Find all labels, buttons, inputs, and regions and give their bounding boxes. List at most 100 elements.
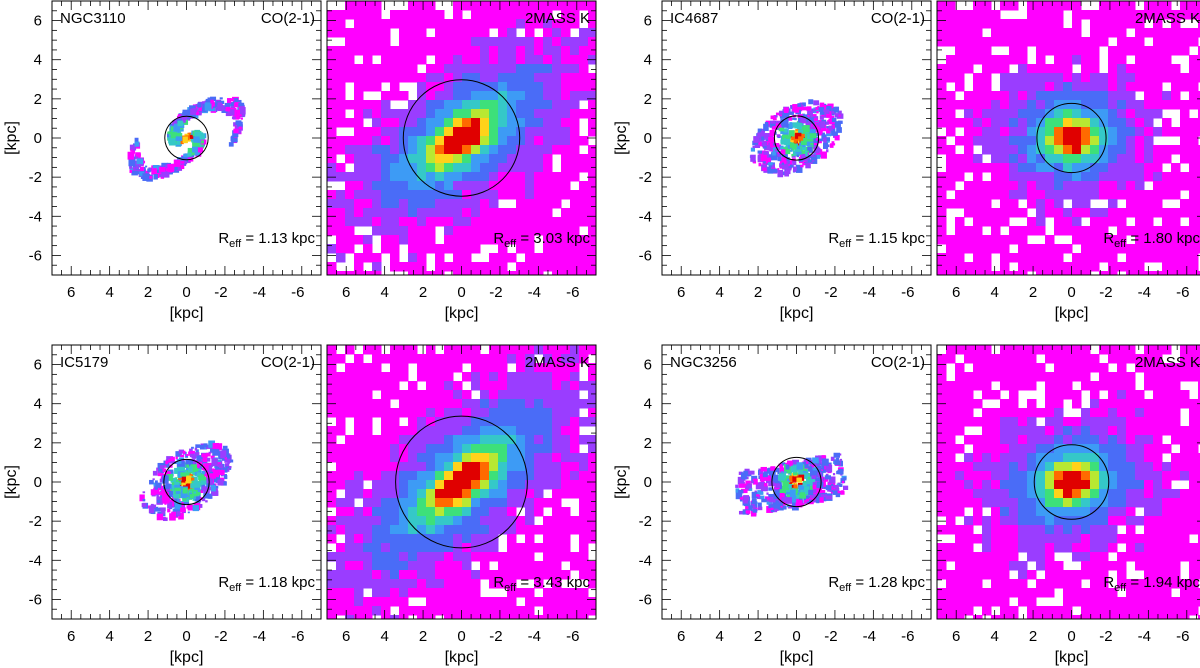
kband-pixel — [516, 10, 526, 20]
kband-pixel — [489, 354, 499, 364]
kband-pixel — [363, 606, 373, 616]
kband-pixel — [525, 444, 535, 454]
kband-pixel — [552, 253, 562, 263]
co-clump — [187, 511, 190, 514]
kband-pixel — [964, 235, 974, 245]
kband-pixel — [1072, 199, 1082, 209]
kband-pixel — [327, 127, 337, 137]
kband-pixel — [336, 516, 346, 526]
kband-pixel — [471, 154, 481, 164]
kband-pixel — [1090, 262, 1100, 272]
kband-pixel — [946, 181, 956, 191]
kband-pixel — [381, 588, 391, 598]
kband-pixel — [1144, 190, 1154, 200]
kband-pixel — [489, 498, 499, 508]
kband-pixel — [417, 615, 427, 619]
kband-pixel — [525, 100, 535, 110]
kband-pixel — [964, 271, 974, 275]
kband-pixel — [408, 190, 418, 200]
kband-pixel — [417, 543, 427, 553]
kband-pixel — [471, 64, 481, 74]
kband-pixel — [462, 154, 472, 164]
co-clump — [754, 144, 761, 149]
kband-pixel — [444, 109, 454, 119]
kband-pixel — [1054, 244, 1064, 254]
kband-pixel — [408, 235, 418, 245]
kband-label: 2MASS K — [525, 354, 590, 371]
co-clump — [766, 500, 773, 505]
kband-pixel — [1009, 55, 1019, 65]
kband-pixel — [561, 543, 571, 553]
kband-pixel — [327, 82, 337, 92]
kband-pixel — [973, 244, 983, 254]
kband-pixel — [964, 37, 974, 47]
kband-pixel — [525, 399, 535, 409]
kband-pixel — [1180, 172, 1190, 182]
kband-pixel — [973, 19, 983, 29]
kband-pixel — [1135, 28, 1145, 38]
kband-pixel — [570, 19, 580, 29]
kband-pixel — [588, 82, 596, 92]
co-clump — [768, 136, 775, 143]
kband-pixel — [1171, 235, 1181, 245]
kband-pixel — [372, 37, 382, 47]
kband-pixel — [489, 64, 499, 74]
kband-pixel — [1108, 19, 1118, 29]
kband-pixel — [579, 435, 589, 445]
kband-pixel — [417, 471, 427, 481]
co-clump — [770, 120, 775, 124]
kband-pixel — [525, 363, 535, 373]
kband-pixel — [588, 363, 596, 373]
co-clump — [769, 129, 775, 137]
kband-pixel — [408, 19, 418, 29]
co-clump — [765, 156, 771, 164]
co-clump — [831, 117, 837, 123]
kband-pixel — [543, 235, 553, 245]
kband-pixel — [336, 172, 346, 182]
co-clump — [194, 447, 198, 451]
kband-pixel — [417, 354, 427, 364]
kband-pixel — [955, 217, 965, 227]
co-clump — [194, 131, 200, 137]
co-clump — [210, 99, 214, 104]
co-clump — [788, 117, 793, 121]
kband-pixel — [444, 552, 454, 562]
kband-pixel — [991, 19, 1001, 29]
kband-pixel — [453, 172, 463, 182]
kband-pixel — [489, 163, 499, 173]
co-clump — [186, 505, 190, 509]
kband-pixel — [1000, 73, 1010, 83]
kband-pixel — [354, 172, 364, 182]
co-clump — [189, 494, 195, 499]
kband-pixel — [498, 462, 508, 472]
kband-pixel — [1072, 10, 1082, 20]
kband-pixel — [964, 154, 974, 164]
kband-pixel — [417, 163, 427, 173]
kband-pixel — [543, 127, 553, 137]
kband-pixel — [525, 471, 535, 481]
kband-pixel — [1153, 172, 1163, 182]
kband-pixel — [390, 480, 400, 490]
kband-pixel — [327, 525, 337, 535]
kband-pixel — [955, 235, 965, 245]
kband-pixel — [525, 534, 535, 544]
kband-pixel — [327, 145, 337, 155]
kband-pixel — [1054, 109, 1064, 119]
kband-pixel — [381, 109, 391, 119]
co-clump — [810, 480, 815, 485]
kband-pixel — [381, 525, 391, 535]
kband-pixel — [444, 489, 454, 499]
kband-pixel — [462, 435, 472, 445]
kband-pixel — [444, 262, 454, 272]
kband-pixel — [336, 399, 346, 409]
kband-pixel — [1117, 262, 1127, 272]
co-clump — [191, 112, 196, 118]
kband-pixel — [516, 426, 526, 436]
kband-pixel — [345, 615, 355, 619]
co-clump — [763, 123, 769, 131]
co-clump — [183, 153, 189, 158]
kband-pixel — [444, 516, 454, 526]
co-clump — [796, 154, 800, 158]
co-clump — [213, 102, 220, 107]
co-clump — [180, 454, 185, 458]
